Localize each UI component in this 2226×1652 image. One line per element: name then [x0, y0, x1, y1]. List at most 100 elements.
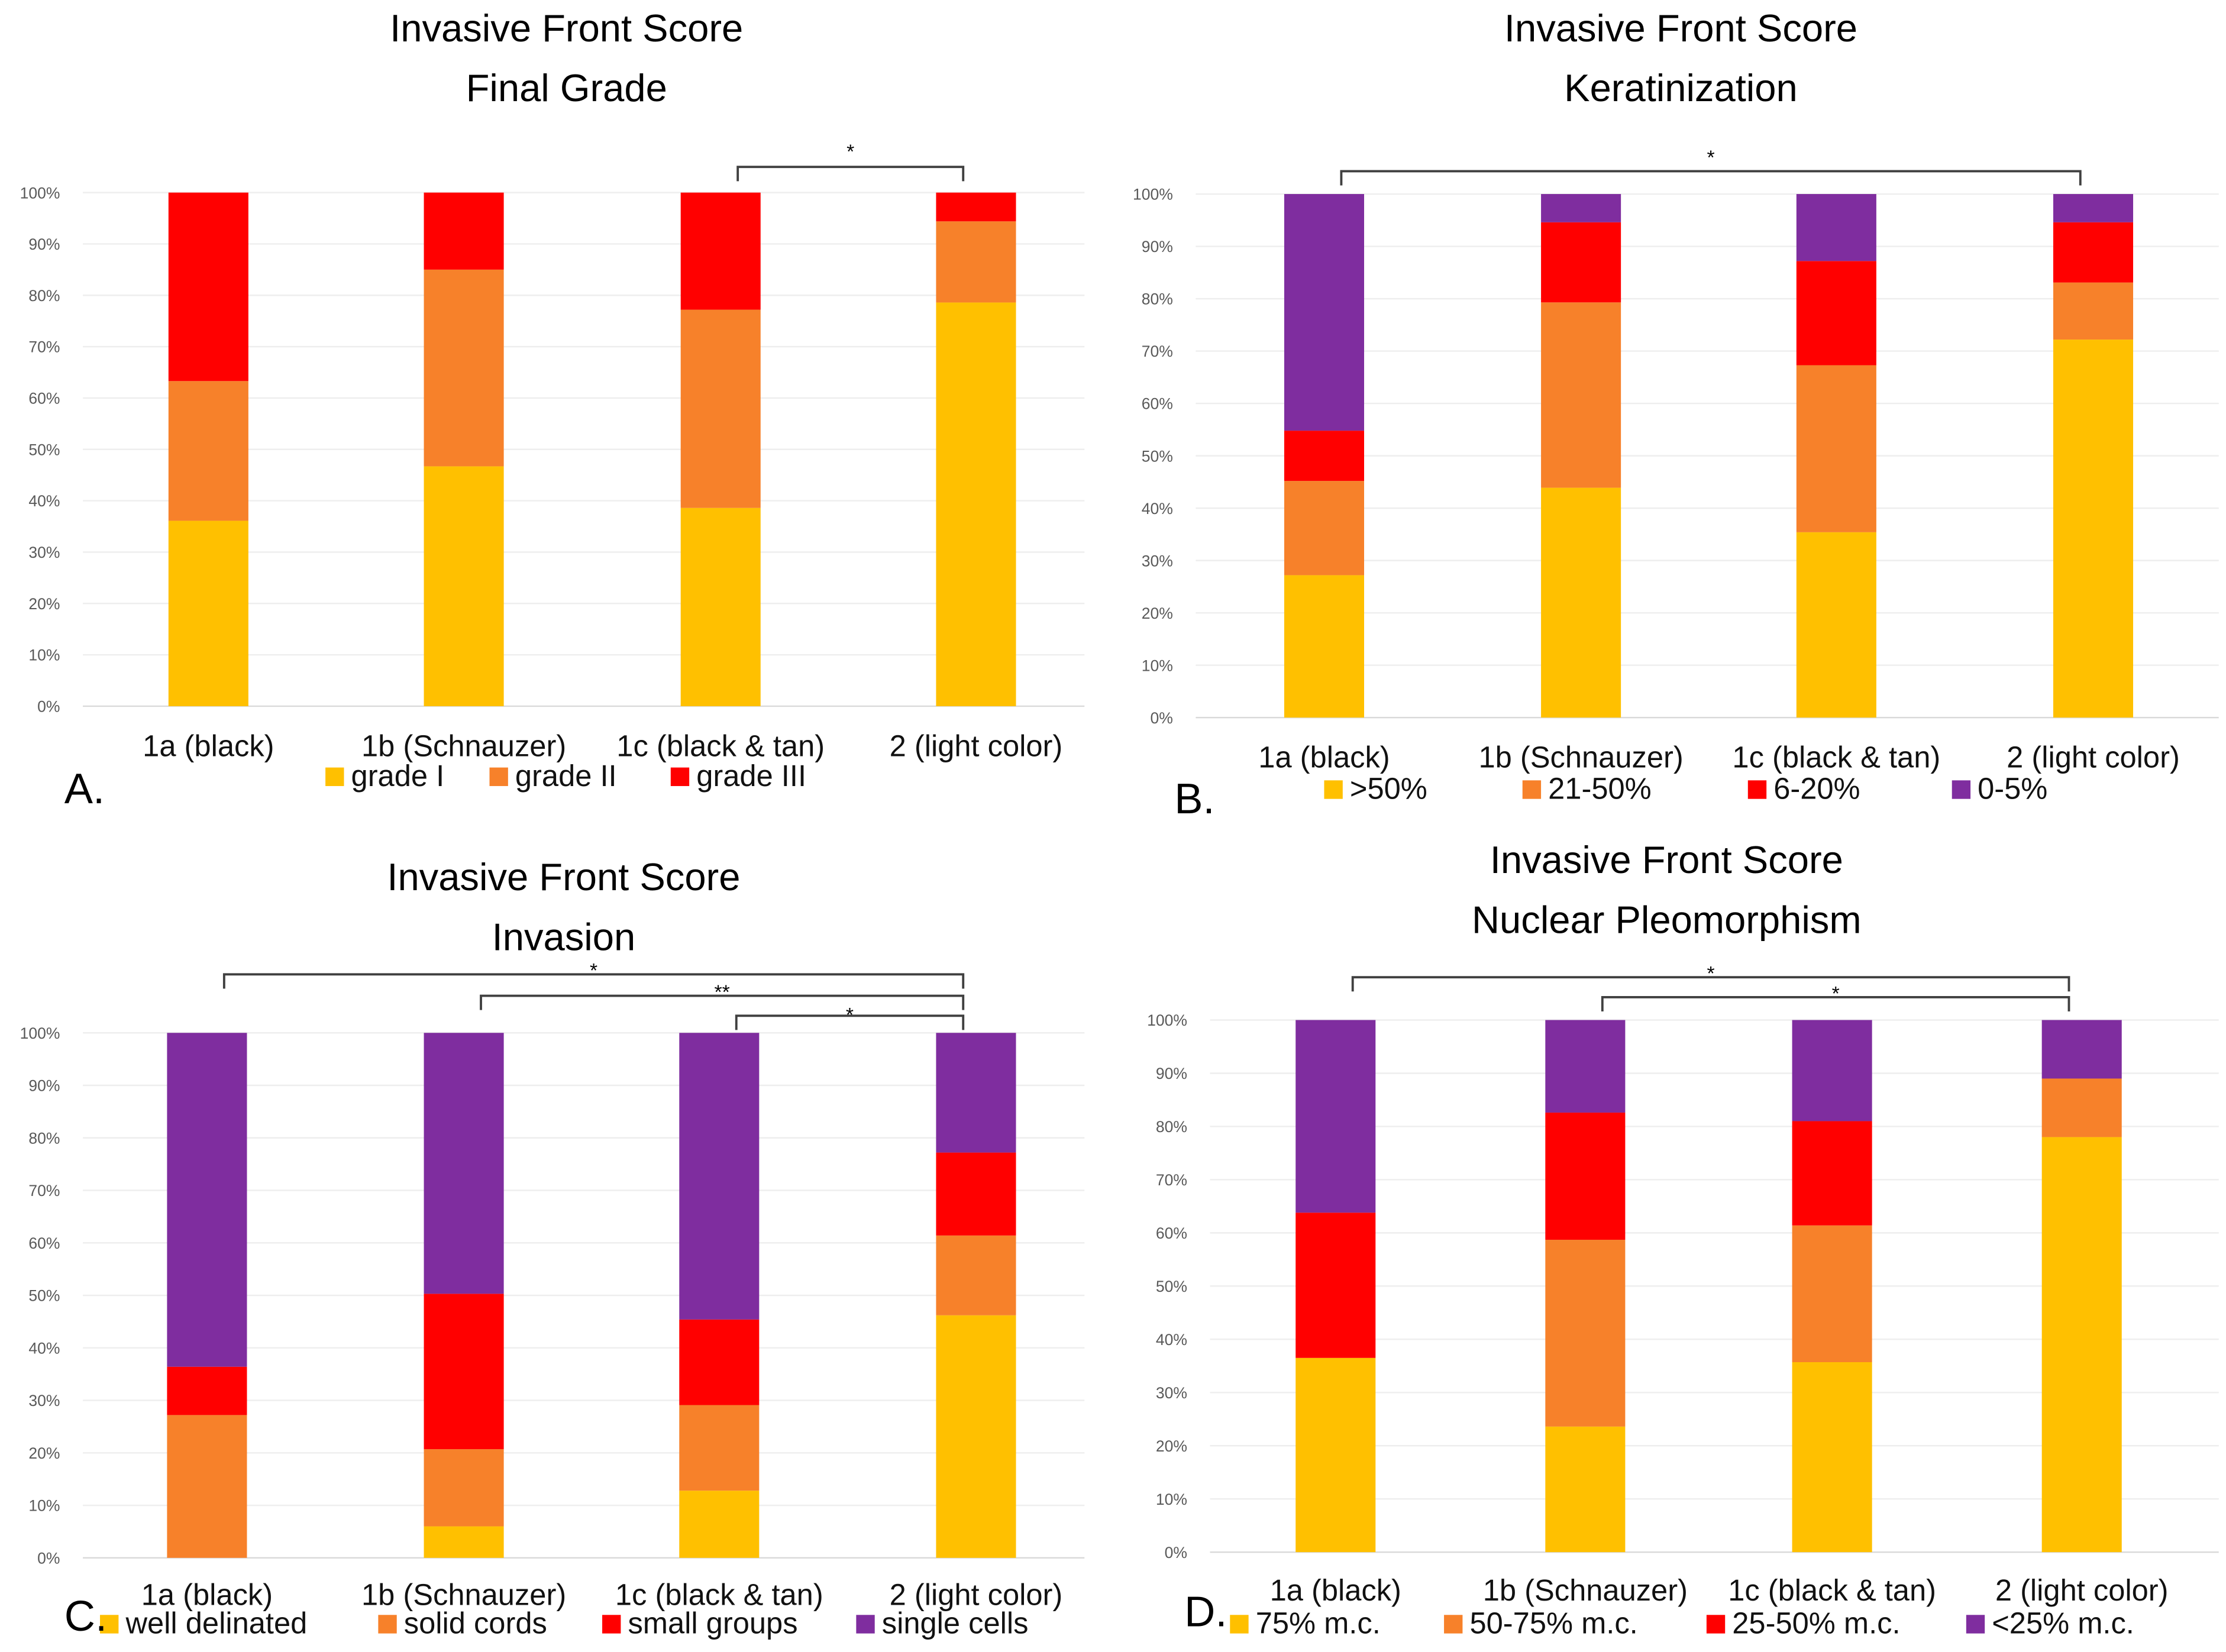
- significance-bracket: [1351, 976, 2070, 992]
- y-tick-label: 90%: [28, 235, 60, 253]
- y-tick-label: 0%: [37, 698, 60, 716]
- bar-segment-grade-ii: [168, 381, 248, 521]
- bar-segment-grade-i: [168, 521, 248, 706]
- legend-swatch: [1230, 1615, 1249, 1634]
- bar-segment-75-m-c-: [2041, 1137, 2122, 1553]
- chart-panel-b: Invasive Front Score Keratinization 0% 10% 2…: [1133, 7, 2219, 823]
- bar-segment-solid-cords: [167, 1415, 247, 1558]
- y-tick-label: 90%: [28, 1077, 60, 1095]
- legend-label: <25% m.c.: [1992, 1606, 2134, 1640]
- category-label: 1c (black & tan): [1728, 1573, 1936, 1607]
- chart-title: Invasive Front Score: [387, 855, 740, 898]
- y-tick-label: 10%: [28, 1497, 60, 1515]
- bar-segment-75-m-c-: [1792, 1362, 1872, 1553]
- legend-label: grade I: [351, 759, 445, 793]
- significance-label: *: [847, 141, 854, 163]
- bar-segment-25-50-m-c-: [1295, 1213, 1376, 1358]
- y-tick-label: 80%: [28, 287, 60, 305]
- bar-segment-grade-ii: [424, 269, 504, 467]
- significance-label: *: [590, 959, 597, 982]
- bar-segment-0-5-: [1284, 194, 1364, 431]
- panel-letter: D.: [1184, 1589, 1227, 1636]
- significance-label: *: [1832, 982, 1840, 1005]
- category-label: 1b (Schnauzer): [361, 1577, 566, 1611]
- bar-segment-single-cells: [679, 1033, 760, 1320]
- y-tick-label: 20%: [1142, 604, 1173, 622]
- y-tick-label: 30%: [1156, 1384, 1187, 1402]
- legend-swatch: [489, 767, 508, 786]
- y-tick-label: 70%: [1142, 342, 1173, 360]
- y-tick-label: 50%: [1142, 447, 1173, 465]
- chart-title: Invasive Front Score: [390, 7, 743, 50]
- category-label: 1b (Schnauzer): [1478, 741, 1683, 774]
- bar-segment-grade-iii: [936, 192, 1016, 222]
- bar-segment-21-50-: [1796, 365, 1876, 532]
- legend-label: >50%: [1350, 772, 1427, 806]
- bar-segment-0-5-: [1541, 194, 1621, 222]
- y-tick-label: 10%: [1156, 1491, 1187, 1508]
- category-label: 1a (black): [143, 729, 274, 762]
- bar-segment-21-50-: [2053, 282, 2134, 340]
- bar-segment-single-cells: [936, 1033, 1016, 1153]
- bar-segment-75-m-c-: [1545, 1426, 1626, 1553]
- y-tick-label: 60%: [28, 1234, 60, 1252]
- legend-label: solid cords: [404, 1606, 547, 1640]
- y-tick-label: 80%: [1156, 1118, 1187, 1136]
- legend-swatch: [1966, 1615, 1985, 1634]
- bar-segment--50-: [1284, 575, 1364, 718]
- category-label: 2 (light color): [1995, 1573, 2169, 1607]
- y-tick-label: 40%: [28, 492, 60, 510]
- y-tick-label: 100%: [1147, 1011, 1187, 1029]
- panel-letter: C.: [64, 1593, 107, 1640]
- y-tick-label: 20%: [28, 1444, 60, 1462]
- y-tick-label: 10%: [1142, 657, 1173, 674]
- significance-label: *: [1707, 962, 1715, 985]
- bar-segment-grade-i: [680, 507, 761, 706]
- y-tick-label: 70%: [28, 1182, 60, 1200]
- y-tick-label: 50%: [28, 1287, 60, 1305]
- legend-label: 50-75% m.c.: [1469, 1606, 1637, 1640]
- legend-swatch: [856, 1615, 875, 1634]
- legend-label: well delinated: [125, 1606, 307, 1640]
- bar-segment-6-20-: [1796, 261, 1876, 366]
- category-label: 1b (Schnauzer): [361, 729, 566, 762]
- bar-segment-small-groups: [167, 1366, 247, 1415]
- y-tick-label: 0%: [37, 1549, 60, 1567]
- chart-title: Invasive Front Score: [1490, 838, 1843, 881]
- bar-segment-50-75-m-c-: [1545, 1240, 1626, 1427]
- category-label: 1a (black): [1270, 1573, 1401, 1607]
- bar-segment-25-50-m-c-: [1792, 1121, 1872, 1226]
- category-label: 2 (light color): [890, 729, 1063, 762]
- y-tick-label: 90%: [1156, 1065, 1187, 1082]
- panel-letter: A.: [64, 765, 105, 813]
- bar-segment-50-75-m-c-: [1792, 1225, 1872, 1362]
- bar-segment--25-m-c-: [1295, 1020, 1376, 1213]
- category-label: 1c (black & tan): [616, 729, 825, 762]
- bar-segment-grade-iii: [680, 192, 761, 310]
- bar-segment--50-: [1541, 487, 1621, 718]
- bar-segment-21-50-: [1284, 481, 1364, 576]
- bar-segment-small-groups: [936, 1152, 1016, 1236]
- significance-bracket: [736, 166, 965, 182]
- y-tick-label: 90%: [1142, 238, 1173, 256]
- legend-label: 0-5%: [1978, 772, 2047, 806]
- category-label: 1a (black): [1258, 741, 1390, 774]
- legend-swatch: [100, 1615, 119, 1634]
- bar-segment-grade-i: [424, 466, 504, 706]
- bar-segment-grade-iii: [424, 192, 504, 270]
- bar-segment-grade-iii: [168, 192, 248, 382]
- y-tick-label: 40%: [1142, 500, 1173, 518]
- bar-segment-grade-ii: [936, 221, 1016, 303]
- legend-label: 25-50% m.c.: [1732, 1606, 1900, 1640]
- legend-label: 75% m.c.: [1256, 1606, 1381, 1640]
- bar-segment-25-50-m-c-: [1545, 1113, 1626, 1240]
- significance-bracket: [222, 973, 965, 989]
- y-tick-label: 50%: [28, 441, 60, 458]
- category-label: 2 (light color): [890, 1577, 1063, 1611]
- y-tick-label: 20%: [28, 595, 60, 613]
- legend-label: grade III: [696, 759, 806, 793]
- y-tick-label: 0%: [1165, 1544, 1187, 1562]
- chart-panel-c: Invasive Front Score Invasion 0% 10% 20% 30% 4…: [20, 855, 1085, 1640]
- category-label: 2 (light color): [2007, 741, 2180, 774]
- y-tick-label: 100%: [20, 184, 60, 202]
